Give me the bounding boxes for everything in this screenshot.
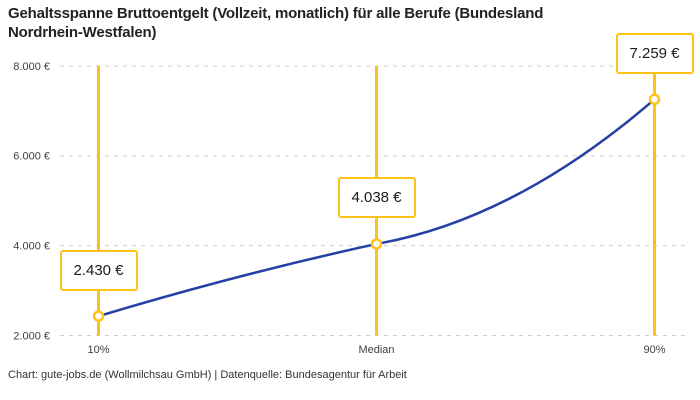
ytick-label-2000: 2.000 € xyxy=(13,330,50,342)
chart-title-line2: Nordrhein-Westfalen) xyxy=(8,24,157,41)
marker-10% xyxy=(92,310,105,322)
ytick-label-6000: 6.000 € xyxy=(13,151,50,163)
xtick-label-Median: Median xyxy=(358,344,394,356)
ytick-label-8000: 8.000 € xyxy=(13,61,50,73)
value-label-90pct: 7.259 € xyxy=(629,44,680,62)
value-label-box-median: 4.038 € xyxy=(337,177,416,219)
marker-90% xyxy=(648,93,661,106)
xtick-label-10%: 10% xyxy=(87,344,109,356)
value-label-median: 4.038 € xyxy=(351,189,402,207)
chart-credit: Chart: gute-jobs.de (Wollmilchsau GmbH) … xyxy=(8,369,407,381)
value-label-box-90pct: 7.259 € xyxy=(615,32,694,74)
chart-title-line1: Gehaltsspanne Bruttoentgelt (Vollzeit, m… xyxy=(8,5,544,22)
xtick-label-90%: 90% xyxy=(643,344,665,356)
marker-Median xyxy=(370,238,383,250)
value-label-10pct: 2.430 € xyxy=(73,261,124,279)
ytick-label-4000: 4.000 € xyxy=(13,241,50,253)
chart-title: Gehaltsspanne Bruttoentgelt (Vollzeit, m… xyxy=(8,4,543,42)
value-label-box-10pct: 2.430 € xyxy=(59,249,138,291)
